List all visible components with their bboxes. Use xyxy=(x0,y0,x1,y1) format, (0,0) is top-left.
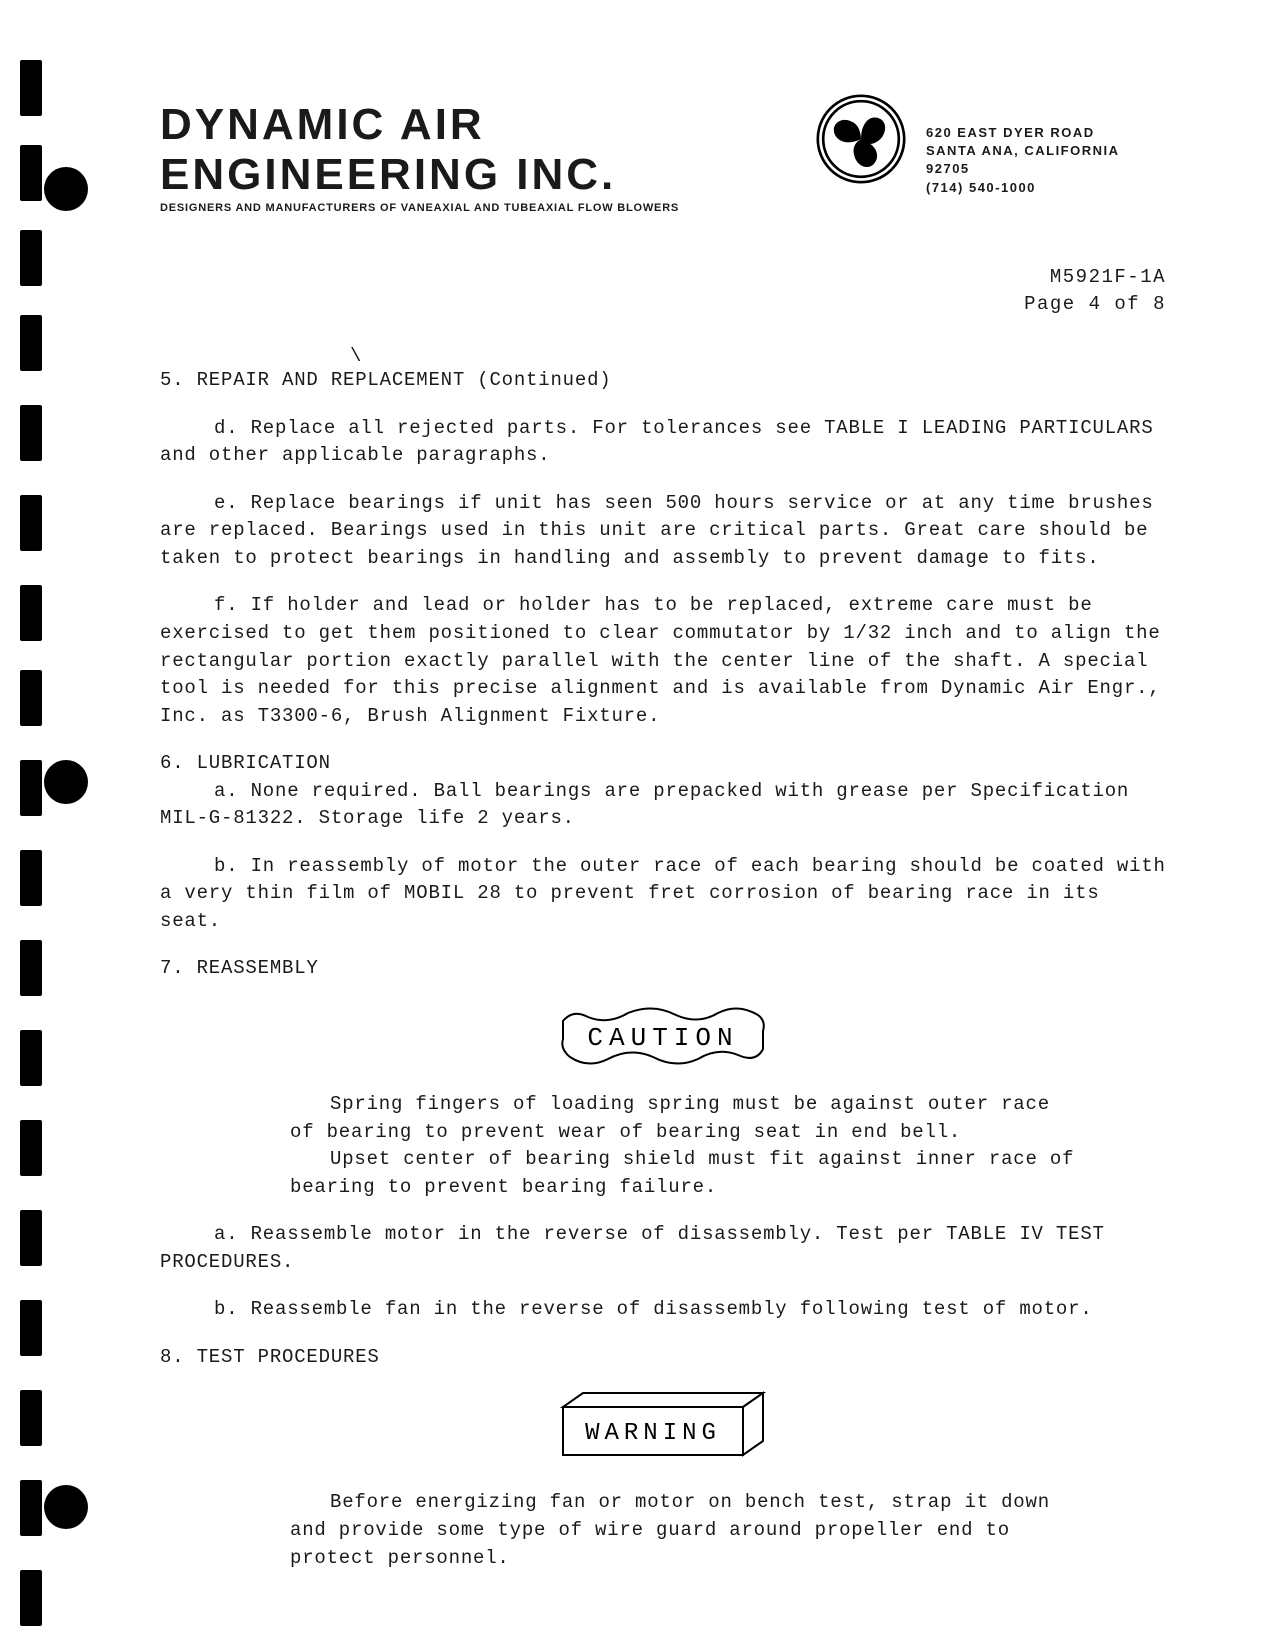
para-5e: e. Replace bearings if unit has seen 500… xyxy=(160,490,1166,573)
address-line-1: 620 EAST DYER ROAD xyxy=(926,124,1166,142)
binder-hole xyxy=(44,1485,88,1529)
para-6a: a. None required. Ball bearings are prep… xyxy=(160,778,1166,833)
binder-tick xyxy=(20,760,42,816)
binder-tick xyxy=(20,495,42,551)
letterhead: DYNAMIC AIR ENGINEERING INC. DESIGNERS A… xyxy=(160,100,1166,214)
binder-hole xyxy=(44,760,88,804)
binder-tick xyxy=(20,670,42,726)
binder-marks xyxy=(20,30,80,1610)
warning-label: WARNING xyxy=(585,1420,721,1447)
caution-icon: CAUTION xyxy=(558,1001,768,1071)
binder-tick xyxy=(20,1570,42,1626)
caution-text-1: Spring fingers of loading spring must be… xyxy=(290,1091,1086,1146)
warning-icon: WARNING xyxy=(553,1389,773,1469)
warning-text: Before energizing fan or motor on bench … xyxy=(290,1489,1086,1572)
caution-box: CAUTION xyxy=(160,1001,1166,1071)
swirl-logo-icon xyxy=(816,94,906,184)
binder-tick xyxy=(20,230,42,286)
page-number: Page 4 of 8 xyxy=(160,291,1166,318)
binder-tick xyxy=(20,60,42,116)
caution-label: CAUTION xyxy=(587,1023,738,1053)
binder-tick xyxy=(20,315,42,371)
para-7b: b. Reassemble fan in the reverse of disa… xyxy=(160,1296,1166,1324)
section-8-title: 8. TEST PROCEDURES xyxy=(160,1344,1166,1372)
binder-tick xyxy=(20,1030,42,1086)
address-line-3: (714) 540-1000 xyxy=(926,179,1166,197)
address-line-2: SANTA ANA, CALIFORNIA 92705 xyxy=(926,142,1166,178)
binder-tick xyxy=(20,1210,42,1266)
stray-mark: \ xyxy=(350,345,1166,367)
binder-tick xyxy=(20,1480,42,1536)
binder-tick xyxy=(20,850,42,906)
para-6b: b. In reassembly of motor the outer race… xyxy=(160,853,1166,936)
company-name: DYNAMIC AIR ENGINEERING INC. xyxy=(160,100,796,200)
company-logo xyxy=(816,94,906,184)
document-number: M5921F-1A xyxy=(160,264,1166,291)
section-7-title: 7. REASSEMBLY xyxy=(160,955,1166,983)
para-7a: a. Reassemble motor in the reverse of di… xyxy=(160,1221,1166,1276)
company-address: 620 EAST DYER ROAD SANTA ANA, CALIFORNIA… xyxy=(926,124,1166,197)
binder-tick xyxy=(20,940,42,996)
binder-tick xyxy=(20,145,42,201)
caution-text-2: Upset center of bearing shield must fit … xyxy=(290,1146,1086,1201)
binder-tick xyxy=(20,1300,42,1356)
binder-hole xyxy=(44,167,88,211)
binder-tick xyxy=(20,1120,42,1176)
company-tagline: DESIGNERS AND MANUFACTURERS OF VANEAXIAL… xyxy=(160,202,796,214)
document-body: 5. REPAIR AND REPLACEMENT (Continued) d.… xyxy=(160,367,1166,1572)
document-id-block: M5921F-1A Page 4 of 8 xyxy=(160,264,1166,317)
company-block: DYNAMIC AIR ENGINEERING INC. DESIGNERS A… xyxy=(160,100,796,214)
para-5f: f. If holder and lead or holder has to b… xyxy=(160,592,1166,730)
document-page: DYNAMIC AIR ENGINEERING INC. DESIGNERS A… xyxy=(0,0,1286,1640)
section-6-title: 6. LUBRICATION xyxy=(160,750,1166,778)
binder-tick xyxy=(20,1390,42,1446)
para-5d: d. Replace all rejected parts. For toler… xyxy=(160,415,1166,470)
binder-tick xyxy=(20,585,42,641)
binder-tick xyxy=(20,405,42,461)
section-5-title: 5. REPAIR AND REPLACEMENT (Continued) xyxy=(160,367,1166,395)
warning-box: WARNING xyxy=(160,1389,1166,1469)
